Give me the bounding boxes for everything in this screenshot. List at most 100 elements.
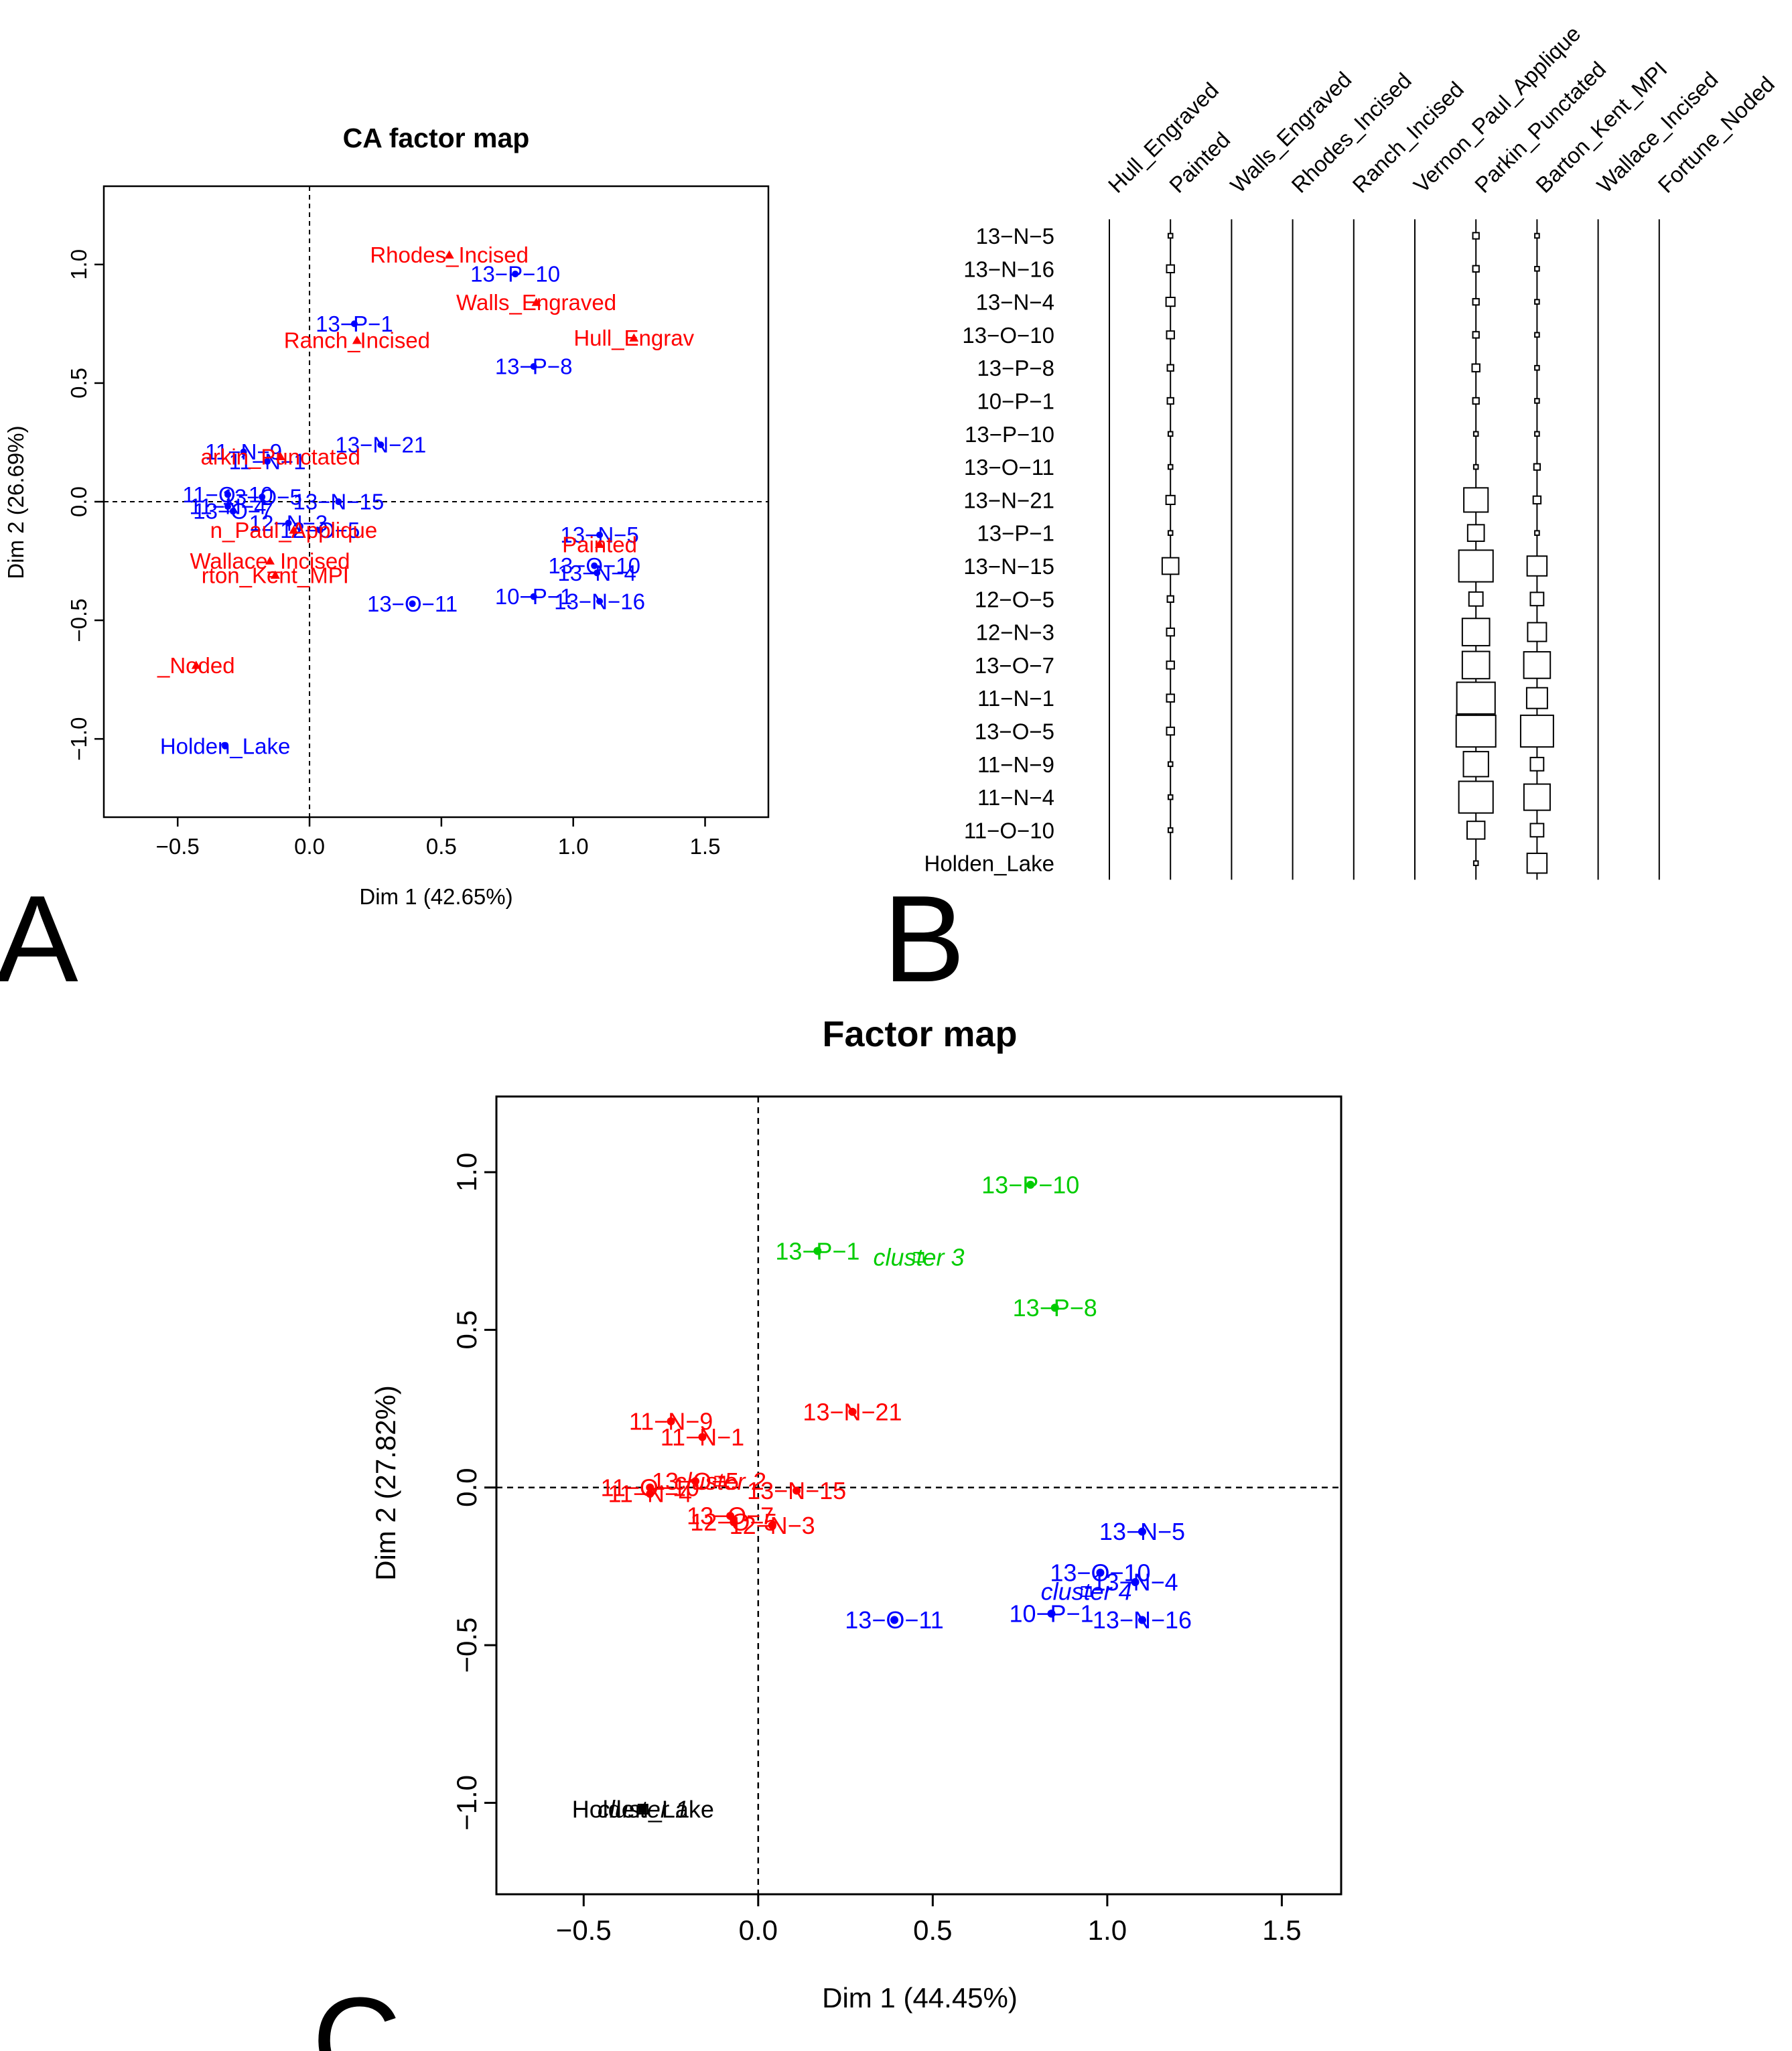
- panel-a-point-arkin-punctated-marker: [275, 451, 285, 460]
- panel-a-point-holden-lake-label: Holden_Lake: [160, 733, 291, 758]
- panel-c-point-13-n-15-marker: [792, 1486, 801, 1495]
- panel-c-point-13-n-21-label: 13−N−21: [803, 1398, 902, 1425]
- panel-b-cell-13-p-8-parkin-punctated: [1471, 363, 1480, 372]
- panel-c-point-13-n-15-label: 13−N−15: [747, 1477, 846, 1504]
- panel-c-letter: C: [312, 1971, 401, 2051]
- panel-a-point-rhodes-incised-label: Rhodes_Incised: [370, 242, 529, 267]
- panel-b-cell-13-o-7-parkin-punctated: [1461, 650, 1491, 680]
- panel-a-point-11-n-4-label: 11−N−4: [190, 494, 267, 519]
- panel-a-point-rhodes-incised-marker: [444, 250, 454, 259]
- panel-c-point-13-n-5-label: 13−N−5: [1099, 1518, 1185, 1545]
- panel-b-cell-13-o-5-parkin-punctated: [1455, 714, 1497, 748]
- panel-c-y-axis-label: Dim 2 (27.82%): [370, 1385, 401, 1581]
- panel-c-point-13-n-4-marker: [1131, 1577, 1140, 1586]
- panel-c-point-11-n-9-label: 11−N−9: [629, 1407, 713, 1435]
- panel-b-contingency-table: Hull_EngravedPaintedWalls_EngravedRhodes…: [883, 21, 1779, 1007]
- panel-a-point-12-n-3-marker: [285, 519, 292, 526]
- panel-c-point-holden-lake-label: Holden_Lake: [572, 1795, 714, 1823]
- panel-c-point-13-p-1-label: 13−P−1: [775, 1237, 859, 1265]
- panel-b-cell-13-p-1-painted: [1167, 530, 1174, 537]
- panel-a-point-13-o-5-marker: [259, 493, 266, 500]
- panel-a-point-13-o-7-label: 13−O−7: [193, 499, 273, 524]
- panel-a-point-13-n-15-marker: [335, 498, 342, 505]
- panel-c-point-13-o-7-label: 13−O−7: [687, 1502, 774, 1530]
- panel-b-row-label-holden-lake: Holden_Lake: [924, 851, 1055, 876]
- panel-c-point-13-p-10-label: 13−P−10: [981, 1171, 1079, 1198]
- panel-b-cell-13-o-11-painted: [1167, 464, 1174, 470]
- panel-a-point-ranch-incised-marker: [352, 336, 362, 344]
- panel-b-row-label-13-o-5: 13−O−5: [975, 719, 1054, 744]
- panel-c-point-13-o-7-marker: [726, 1512, 735, 1520]
- panel-c-center-cluster-2-label: cluster 2: [674, 1468, 765, 1495]
- panel-c-point-11-n-4-label: 11−N−4: [608, 1480, 692, 1508]
- panel-b-cell-13-p-1-parkin-punctated: [1466, 524, 1485, 543]
- panel-b-row-label-10-p-1: 10−P−1: [977, 389, 1054, 414]
- panel-b-cell-13-n-4-barton-kent-mpi: [1534, 299, 1540, 305]
- panel-a-x-tick-label: 0.5: [426, 834, 457, 859]
- panel-b-row-label-11-n-4: 11−N−4: [977, 785, 1054, 810]
- panel-c-point-11-n-1-marker: [698, 1433, 707, 1441]
- panel-b-cell-13-o-5-painted: [1166, 726, 1175, 736]
- panel-b-cell-13-n-4-parkin-punctated: [1472, 297, 1480, 306]
- panel-b-cell-11-n-9-barton-kent-mpi: [1529, 756, 1545, 772]
- panel-c-center-cluster-1-marker: [637, 1803, 648, 1815]
- panel-c-x-tick-label: 1.0: [1088, 1914, 1127, 1946]
- panel-a-point-rton-kent-mpi-marker: [270, 570, 280, 579]
- panel-c-y-tick-label: −1.0: [451, 1775, 482, 1831]
- panel-a-point-painted-label: Painted: [562, 532, 637, 557]
- panel-c-point-12-o-5-label: 12−O−5: [690, 1508, 777, 1536]
- panel-b-cell-12-n-3-barton-kent-mpi: [1527, 622, 1547, 642]
- panel-a-point-ranch-incised-label: Ranch_Incised: [284, 328, 430, 353]
- panel-c-point-holden-lake-marker: [638, 1805, 647, 1813]
- panel-b-cell-13-n-16-parkin-punctated: [1472, 265, 1480, 273]
- panel-b-cell-13-n-5-painted: [1167, 232, 1174, 239]
- panel-a-y-tick-label: 0.0: [66, 486, 91, 517]
- panel-a-point-12-o-5-marker: [316, 526, 324, 534]
- panel-a-y-axis-label: Dim 2 (26.69%): [3, 425, 28, 579]
- panel-c-point-13-p-1-marker: [813, 1247, 822, 1255]
- panel-c-center-cluster-4-marker: [1081, 1586, 1092, 1598]
- panel-c-point-13-n-4-label: 13−N−4: [1093, 1569, 1178, 1596]
- panel-b-cell-13-n-15-painted: [1161, 557, 1180, 575]
- panel-a-title: CA factor map: [343, 123, 530, 153]
- panel-c-point-11-n-9-marker: [667, 1417, 675, 1425]
- panel-c-plot-area: −0.5 0.0 0.5 1.0 1.5 −1.0 −0.5 0.0 0.5 1.0 Holden_…: [451, 1095, 1342, 1946]
- panel-c-title: Factor map: [822, 1014, 1017, 1054]
- panel-a-point-rton-kent-mpi-label: rton_Kent_MPI: [202, 563, 349, 587]
- panel-a-y-tick-label: 0.5: [66, 368, 91, 399]
- panel-c-x-tick-label: 0.5: [913, 1914, 952, 1946]
- panel-b-cell-11-o-10-parkin-punctated: [1466, 821, 1486, 840]
- panel-b-cell-12-o-5-parkin-punctated: [1468, 591, 1484, 607]
- panel-b-cell-11-n-4-painted: [1167, 794, 1174, 800]
- panel-b-cell-13-n-16-barton-kent-mpi: [1534, 266, 1540, 272]
- panel-a-point-13-n-21-label: 13−N−21: [335, 433, 426, 457]
- panel-c-center-cluster-1-label: cluster 1: [598, 1795, 689, 1823]
- panel-b-cell-11-n-9-parkin-punctated: [1462, 751, 1489, 778]
- panel-a-point-wallace-incised-label: Wallace_Incised: [190, 549, 350, 573]
- panel-c-center-cluster-2-marker: [714, 1476, 726, 1487]
- panel-b-cell-13-p-10-parkin-punctated: [1472, 431, 1479, 437]
- panel-a-point-hull-engrav-label: Hull_Engrav: [573, 326, 694, 350]
- panel-b-letter: B: [883, 869, 965, 1007]
- panel-c-point-13-n-21-marker: [848, 1407, 857, 1416]
- panel-a-point-13-n-16-label: 13−N−16: [554, 589, 645, 614]
- panel-c-y-tick-label: 1.0: [451, 1153, 482, 1192]
- panel-b-cell-10-p-1-painted: [1166, 397, 1174, 405]
- panel-a-letter: A: [0, 869, 78, 1007]
- panel-c-point-12-n-3-label: 12−N−3: [730, 1512, 815, 1539]
- panel-b-cell-13-n-5-parkin-punctated: [1472, 232, 1480, 240]
- panel-b-row-label-13-p-8: 13−P−8: [977, 356, 1054, 380]
- panel-b-cell-holden-lake-barton-kent-mpi: [1526, 852, 1548, 874]
- panel-b-row-label-13-o-7: 13−O−7: [975, 653, 1054, 678]
- panel-b-row-label-11-n-1: 11−N−1: [977, 686, 1054, 711]
- panel-b-cell-11-o-10-painted: [1167, 827, 1174, 833]
- panel-b-cell-11-n-9-painted: [1167, 761, 1174, 768]
- panel-c-point-13-p-8-marker: [1050, 1303, 1059, 1312]
- panel-a-point-13-o-10-label: 13−O−10: [548, 553, 640, 578]
- panel-c-center-cluster-3-label: cluster 3: [873, 1244, 964, 1271]
- panel-b-row-label-13-p-10: 13−P−10: [965, 422, 1054, 447]
- panel-b-cell-13-p-10-barton-kent-mpi: [1534, 431, 1540, 437]
- panel-a-x-tick-label: 0.0: [294, 834, 325, 859]
